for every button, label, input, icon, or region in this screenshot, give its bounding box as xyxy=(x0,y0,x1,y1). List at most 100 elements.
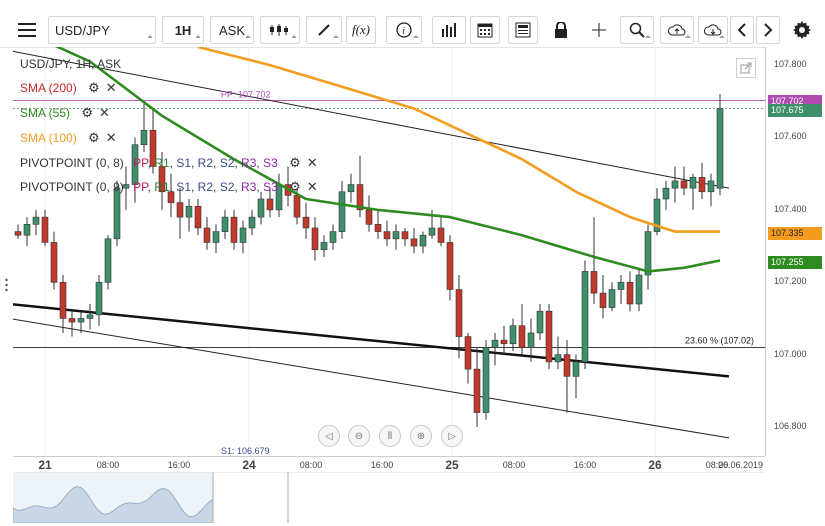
close-icon[interactable]: ✕ xyxy=(99,105,110,120)
nav-back-icon[interactable]: ◁ xyxy=(318,425,340,447)
navigator-series xyxy=(12,486,214,524)
time-tick-label: 24 xyxy=(242,458,256,472)
candle-body xyxy=(68,318,76,323)
close-icon[interactable]: ✕ xyxy=(105,80,117,95)
price-chart[interactable]: PP: 107.702 23.60 % (107.02) S1: 106.679 xyxy=(8,27,765,456)
chevron-right-icon[interactable] xyxy=(756,16,780,44)
chevron-left-icon[interactable] xyxy=(730,16,754,44)
pivot-level: R2 xyxy=(197,156,214,170)
candle-body xyxy=(113,187,121,240)
candle-body xyxy=(545,310,553,363)
candle-body xyxy=(500,339,508,345)
close-icon[interactable]: ✕ xyxy=(306,179,318,194)
settings-gear-icon[interactable]: ⚙ xyxy=(289,179,301,194)
settings-gear-icon[interactable]: ⚙ xyxy=(289,155,301,170)
candle-body xyxy=(527,332,535,348)
candle-body xyxy=(167,191,175,203)
zoom-in-icon[interactable]: ⊕ xyxy=(410,425,432,447)
candle-body xyxy=(212,231,220,243)
trendline xyxy=(8,317,730,439)
candle-body xyxy=(302,216,310,229)
timeframe-label: 1H xyxy=(174,22,192,38)
legend-pivot-1: PIVOTPOINT (0, 8) PP, R1, S1, R2, S2, R3… xyxy=(20,155,318,171)
pivot-level: R1 xyxy=(154,180,170,194)
navigator-area[interactable] xyxy=(12,471,765,524)
cloud-upload-icon[interactable] xyxy=(660,16,694,44)
chart-title: USD/JPY, 1H, ASK xyxy=(20,57,122,71)
price-axis[interactable]: 107.800 107.600 107.400 107.200 107.000 106.8… xyxy=(765,47,825,456)
candle-body xyxy=(338,191,346,232)
legend-sma100: SMA (100) ⚙ ✕ xyxy=(20,130,117,146)
candle-body xyxy=(608,289,616,308)
pivot-level: S1 xyxy=(176,156,191,170)
candle-body xyxy=(104,238,112,283)
candle-type-icon[interactable] xyxy=(260,16,300,44)
fx-indicator-icon[interactable]: f(x) xyxy=(346,16,376,44)
toolbar: USD/JPY 1H ASK f(x) i xyxy=(0,0,825,48)
time-tick-label: 08:00 xyxy=(96,460,120,470)
legend-sma55: SMA (55) ⚙ ✕ xyxy=(20,105,110,121)
navigator[interactable] xyxy=(12,471,765,524)
candle-body xyxy=(455,289,463,337)
cloud-download-icon[interactable] xyxy=(698,16,728,44)
lock-icon[interactable] xyxy=(546,16,576,44)
candle-body xyxy=(14,231,22,236)
candle-body xyxy=(653,198,661,232)
pivot-level: S3 xyxy=(263,156,278,170)
candle-body xyxy=(140,129,148,146)
reset-zoom-icon[interactable]: ⫴ xyxy=(379,425,401,447)
close-icon[interactable]: ✕ xyxy=(306,155,318,170)
candle-body xyxy=(491,339,499,348)
nav-forward-icon[interactable]: ▷ xyxy=(441,425,463,447)
bar-chart-icon[interactable] xyxy=(432,16,466,44)
candle-body xyxy=(221,216,229,232)
fx-label: f(x) xyxy=(351,22,371,37)
candle-body xyxy=(536,310,544,334)
candle-body xyxy=(599,292,607,308)
candle-body xyxy=(185,205,193,218)
menu-icon[interactable] xyxy=(12,16,42,44)
candle-body xyxy=(617,281,625,290)
current-price-tag: 107.675 xyxy=(768,104,822,118)
sma55-price-tag: 107.255 xyxy=(768,256,822,270)
info-icon[interactable]: i xyxy=(386,16,422,44)
crosshair-icon[interactable] xyxy=(584,16,614,44)
price-tick-label: 107.200 xyxy=(774,276,807,287)
candle-body xyxy=(131,144,139,185)
candle-body xyxy=(95,281,103,316)
chart-canvas[interactable]: PP: 107.702 23.60 % (107.02) S1: 106.679 xyxy=(8,27,765,456)
zoom-out-icon[interactable]: ⊖ xyxy=(348,425,370,447)
close-icon[interactable]: ✕ xyxy=(105,130,117,145)
candle-body xyxy=(392,231,400,240)
candle-body xyxy=(644,231,652,276)
settings-gear-icon[interactable]: ⚙ xyxy=(81,105,94,120)
candle-body xyxy=(347,184,355,193)
gear-icon[interactable] xyxy=(788,16,816,44)
news-icon[interactable] xyxy=(508,16,538,44)
candle-body xyxy=(311,227,319,250)
popout-icon[interactable] xyxy=(736,58,756,78)
candle-body xyxy=(257,198,265,218)
pivot-pp-price-tag: 107.702 xyxy=(768,94,822,108)
candle-body xyxy=(266,198,274,211)
timeframe-select[interactable]: 1H xyxy=(162,16,204,44)
candle-body xyxy=(410,238,418,247)
candle-body xyxy=(662,187,670,200)
settings-gear-icon[interactable]: ⚙ xyxy=(88,130,100,145)
draw-pen-icon[interactable] xyxy=(306,16,342,44)
pivot-level: PP xyxy=(133,156,148,170)
candle-body xyxy=(248,216,256,229)
symbol-select[interactable]: USD/JPY xyxy=(48,16,156,44)
scroll-handle[interactable] xyxy=(4,278,9,292)
price-side-select[interactable]: ASK xyxy=(210,16,254,44)
candle-body xyxy=(707,180,715,193)
candle-body xyxy=(23,224,31,236)
zoom-icon[interactable] xyxy=(620,16,654,44)
calendar-icon[interactable] xyxy=(470,16,500,44)
legend-pivot-1-label: PIVOTPOINT (0, 8) xyxy=(20,156,124,170)
legend-sma200: SMA (200) ⚙ ✕ xyxy=(20,80,117,96)
time-axis[interactable]: 21 08:00 16:00 24 08:00 16:00 25 08:00 16:00 26 08… xyxy=(13,456,765,473)
candle-body xyxy=(563,354,571,377)
settings-gear-icon[interactable]: ⚙ xyxy=(88,80,100,95)
candle-body xyxy=(680,180,688,189)
